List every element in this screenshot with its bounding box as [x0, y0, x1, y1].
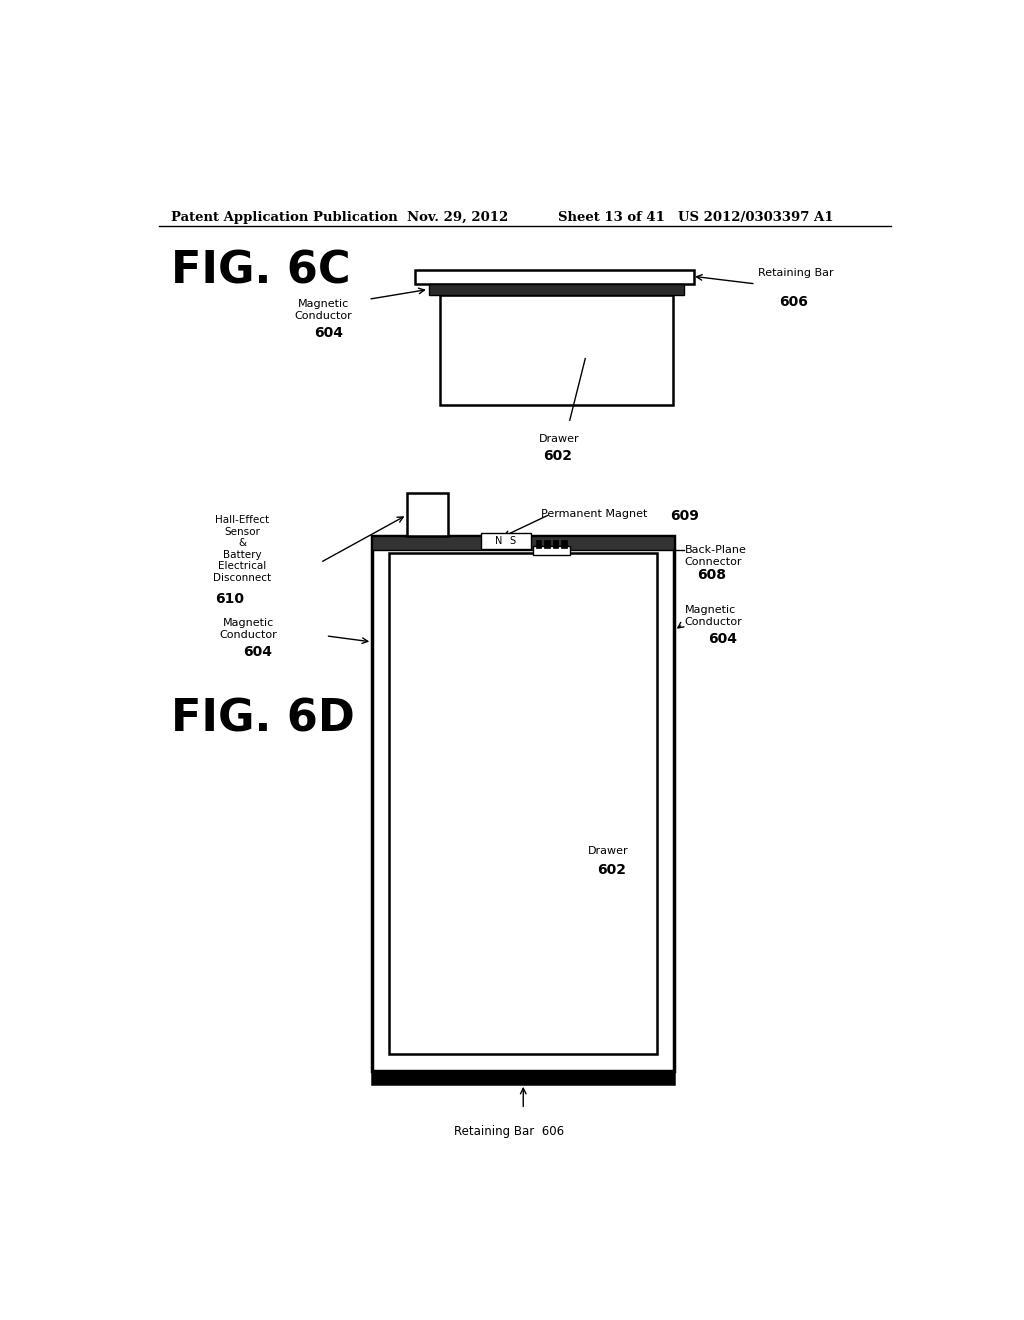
Bar: [553, 540, 558, 548]
Text: S: S: [510, 536, 516, 546]
Text: Drawer: Drawer: [588, 846, 628, 855]
Text: Nov. 29, 2012: Nov. 29, 2012: [407, 211, 508, 224]
Bar: [544, 540, 550, 548]
Text: 610: 610: [216, 591, 245, 606]
Bar: [415, 271, 693, 284]
Text: FIG. 6C: FIG. 6C: [171, 249, 350, 292]
Text: Sheet 13 of 41: Sheet 13 of 41: [558, 211, 665, 224]
Bar: [372, 536, 675, 549]
Bar: [429, 284, 684, 296]
Text: 606: 606: [779, 296, 808, 309]
Text: Patent Application Publication: Patent Application Publication: [171, 211, 397, 224]
Text: US 2012/0303397 A1: US 2012/0303397 A1: [678, 211, 834, 224]
Bar: [372, 1071, 675, 1084]
Text: 609: 609: [671, 508, 699, 523]
Text: Retaining Bar  606: Retaining Bar 606: [454, 1125, 563, 1138]
Bar: [536, 540, 541, 548]
Text: FIG. 6D: FIG. 6D: [171, 697, 354, 741]
Bar: [440, 296, 673, 405]
Text: Magnetic
Conductor: Magnetic Conductor: [219, 618, 278, 640]
Text: Retaining Bar: Retaining Bar: [758, 268, 834, 277]
Text: 608: 608: [697, 568, 727, 582]
Bar: [389, 553, 657, 1053]
Bar: [372, 536, 675, 1071]
Text: 604: 604: [708, 632, 736, 645]
Text: 602: 602: [543, 449, 571, 463]
Text: 604: 604: [314, 326, 343, 341]
Bar: [561, 540, 566, 548]
Text: Hall-Effect
Sensor
&
Battery
Electrical
Disconnect: Hall-Effect Sensor & Battery Electrical …: [213, 515, 271, 583]
Text: Magnetic
Conductor: Magnetic Conductor: [295, 300, 352, 321]
Text: N: N: [496, 536, 503, 546]
Text: 604: 604: [243, 645, 271, 659]
Text: Drawer: Drawer: [539, 434, 580, 444]
Bar: [480, 533, 531, 549]
Text: Back-Plane
Connector: Back-Plane Connector: [684, 545, 746, 566]
Bar: [407, 494, 449, 536]
Text: Magnetic
Conductor: Magnetic Conductor: [684, 605, 742, 627]
Text: Permanent Magnet: Permanent Magnet: [541, 508, 647, 519]
Text: 602: 602: [597, 863, 626, 876]
Bar: [532, 545, 569, 554]
